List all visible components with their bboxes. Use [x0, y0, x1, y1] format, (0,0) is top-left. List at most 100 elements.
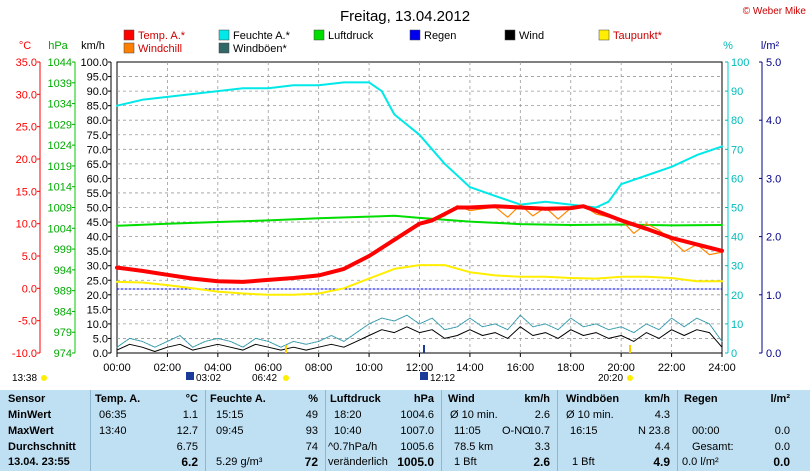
- temp-max-time: 13:40: [99, 425, 127, 437]
- temp-min-value: 1.1: [182, 409, 198, 421]
- temp-tick-label: 0.0: [22, 283, 37, 295]
- sensor-column: Sensor MinWert MaxWert Durchschnitt 13.0…: [0, 390, 90, 471]
- gusts-max-value: 23.8: [648, 425, 670, 437]
- x-tick-label: 04:00: [204, 362, 232, 374]
- x-tick-label: 10:00: [355, 362, 383, 374]
- wind-tick-label: 20.0: [87, 290, 108, 302]
- legend-swatch: [504, 29, 516, 41]
- wind-tick-label: 75.0: [87, 130, 108, 142]
- legend-label: Taupunkt*: [613, 30, 663, 42]
- humidity-current-value: 72: [304, 455, 318, 469]
- legend-swatch: [123, 29, 135, 41]
- pressure-tick-label: 1029: [48, 119, 72, 131]
- pressure-tick-label: 974: [54, 348, 72, 360]
- weather-chart: Temp. A.* Feuchte A.* Luftdruck Regen Wind Ta…: [12, 6, 807, 384]
- pressure-tick-label: 1044: [48, 57, 72, 69]
- time-marker-label: 06:42: [252, 373, 277, 384]
- rain-tick-label: 0.0: [766, 348, 781, 360]
- rain-tick-label: 1.0: [766, 290, 781, 302]
- humidity-tick-label: 100: [731, 57, 749, 69]
- pressure-max-time: 10:40: [334, 425, 362, 437]
- legend-label: Wind: [519, 30, 544, 42]
- time-marker-label: 03:02: [196, 373, 221, 384]
- temp-tick-label: 5.0: [22, 251, 37, 263]
- pressure-tick-label: 999: [54, 244, 72, 256]
- row-label-min: MinWert: [8, 409, 52, 421]
- moon-icon: [627, 375, 633, 381]
- legend-label: Luftdruck: [328, 30, 374, 42]
- time-marker-label: 13:38: [12, 373, 37, 384]
- pressure-tick-label: 984: [54, 306, 72, 318]
- rain-tick-label: 4.0: [766, 115, 781, 127]
- pressure-avg-value: 1005.6: [400, 441, 434, 453]
- gusts-max-direction: N: [638, 425, 646, 437]
- legend-swatch: [218, 42, 230, 54]
- chart-grid: [116, 61, 723, 354]
- legend-swatch: [409, 29, 421, 41]
- pressure-column: Luftdruck hPa 18:20 10:40 ^0.7hPa/h verä…: [326, 390, 440, 471]
- rain-max-value: 0.0: [774, 425, 790, 437]
- rain-tick-label: 5.0: [766, 57, 781, 69]
- table-separator: [441, 390, 442, 471]
- row-label-current: 13.04. 23:55: [8, 456, 70, 468]
- pressure-tick-label: 979: [54, 327, 72, 339]
- gusts-beaufort: 1 Bft: [572, 456, 595, 468]
- rain-total-value: 0.0: [774, 441, 790, 453]
- gusts-column: Windböen km/h Ø 10 min. 16:15 1 Bft N 4.…: [558, 390, 676, 471]
- x-tick-label: 16:00: [507, 362, 535, 374]
- wind-current-value: 2.6: [533, 455, 550, 469]
- chart-legend: Temp. A.* Feuchte A.* Luftdruck Regen Wind Ta…: [123, 29, 663, 55]
- wind-tick-label: 30.0: [87, 261, 108, 273]
- wind-tick-label: 45.0: [87, 217, 108, 229]
- gusts-label-avg10: Ø 10 min.: [566, 409, 614, 421]
- wind-tick-label: 90.0: [87, 86, 108, 98]
- chart-title: Freitag, 13.04.2012: [340, 8, 470, 25]
- pressure-tick-label: 1024: [48, 140, 72, 152]
- series-line-luftdruck: [116, 214, 723, 227]
- chart-series: [115, 81, 724, 352]
- rain-max-time: 00:00: [692, 425, 720, 437]
- rain-header: Regen: [684, 393, 718, 405]
- wind-max-value: 10.7: [528, 425, 550, 437]
- humidity-tick-label: 40: [731, 232, 743, 244]
- pressure-unit: hPa: [413, 393, 434, 405]
- wind-tick-label: 25.0: [87, 275, 108, 287]
- rain-column: Regen l/m² 00:00 Gesamt: 0.0 l/m² 0.0 0.…: [678, 390, 810, 471]
- pressure-tick-label: 1034: [48, 99, 72, 111]
- wind-tick-label: 0.0: [93, 348, 108, 360]
- temp-axis-unit: °C: [19, 40, 31, 52]
- humidity-tick-label: 30: [731, 261, 743, 273]
- legend-swatch: [313, 29, 325, 41]
- humidity-column: Feuchte A. % 15:15 09:45 5.29 g/m³ 49 93…: [206, 390, 324, 471]
- wind-tick-label: 35.0: [87, 246, 108, 258]
- temp-min-time: 06:35: [99, 409, 127, 421]
- pressure-tick-label: 1019: [48, 161, 72, 173]
- wind-tick-label: 70.0: [87, 144, 108, 156]
- humidity-tick-label: 80: [731, 115, 743, 127]
- wind-avg-value: 3.3: [534, 441, 550, 453]
- row-label-avg: Durchschnitt: [8, 441, 76, 453]
- gusts-unit: km/h: [644, 393, 670, 405]
- pressure-tick-label: 1039: [48, 78, 72, 90]
- temp-tick-label: 20.0: [16, 154, 37, 166]
- wind-tick-label: 65.0: [87, 159, 108, 171]
- legend-label: Regen: [424, 30, 456, 42]
- statistics-table: Sensor MinWert MaxWert Durchschnitt 13.0…: [0, 390, 810, 471]
- pressure-trend: ^0.7hPa/h: [328, 441, 378, 453]
- pressure-max-value: 1007.0: [400, 425, 434, 437]
- pressure-tick-label: 1014: [48, 182, 72, 194]
- temp-tick-label: 15.0: [16, 186, 37, 198]
- temp-avg-value: 6.75: [176, 441, 198, 453]
- gusts-avg-value: 4.4: [654, 441, 670, 453]
- pressure-tick-label: 994: [54, 265, 72, 277]
- wind-tick-label: 10.0: [87, 319, 108, 331]
- wind-tick-label: 60.0: [87, 173, 108, 185]
- humidity-max-value: 93: [305, 425, 318, 437]
- wind-max-direction: O-NO: [502, 425, 531, 437]
- temp-header: Temp. A.: [95, 393, 141, 405]
- temp-tick-label: 25.0: [16, 122, 37, 134]
- time-marker-label: 20:20: [598, 373, 623, 384]
- pressure-min-value: 1004.6: [400, 409, 434, 421]
- temp-column: Temp. A. °C 06:35 13:40 1.1 12.7 6.75 6.…: [91, 390, 204, 471]
- wind-avg10-value: 2.6: [534, 409, 550, 421]
